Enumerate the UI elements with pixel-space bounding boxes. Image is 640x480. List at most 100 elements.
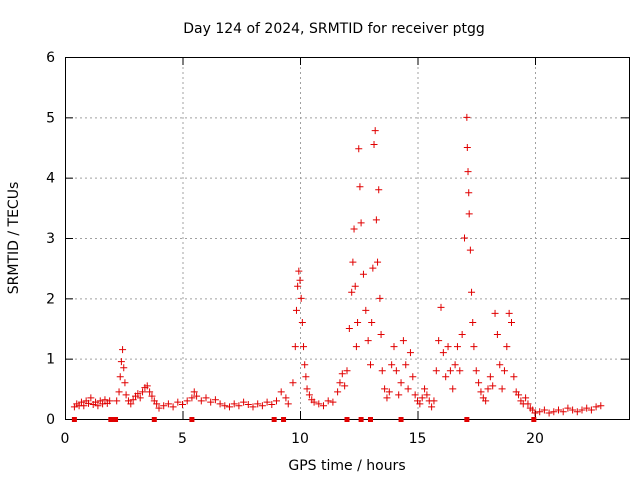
- data-point: [127, 400, 135, 408]
- data-point: [296, 276, 304, 284]
- data-point: [453, 343, 461, 351]
- x-axis-label: GPS time / hours: [288, 458, 405, 474]
- data-point: [134, 390, 142, 398]
- data-point: [352, 343, 360, 351]
- data-point: [550, 408, 558, 416]
- data-point: [345, 325, 353, 332]
- data-point: [374, 258, 382, 266]
- y-tick-label: 5: [46, 110, 55, 126]
- data-point: [121, 379, 129, 387]
- data-point: [207, 398, 215, 406]
- chart-title: Day 124 of 2024, SRMTID for receiver ptg…: [183, 21, 485, 37]
- y-tick-label: 2: [46, 291, 55, 307]
- data-point: [106, 397, 114, 405]
- data-point: [469, 318, 477, 326]
- data-point: [268, 401, 276, 409]
- data-point: [375, 186, 383, 194]
- data-point: [77, 398, 85, 406]
- data-point: [300, 343, 308, 351]
- data-point: [295, 267, 303, 275]
- data-point: [564, 404, 572, 412]
- data-point: [211, 396, 219, 404]
- data-point: [493, 331, 501, 339]
- data-point: [357, 219, 365, 227]
- data-point: [510, 373, 518, 381]
- data-point: [555, 406, 562, 414]
- data-point: [120, 364, 128, 372]
- data-point: [465, 189, 473, 197]
- data-point: [388, 361, 396, 369]
- data-point: [442, 373, 450, 381]
- y-tick-label: 0: [46, 412, 55, 428]
- data-point: [164, 400, 172, 408]
- data-point: [368, 318, 376, 326]
- data-point: [578, 406, 586, 414]
- data-point: [390, 343, 398, 351]
- data-point: [468, 288, 476, 296]
- data-point: [496, 361, 504, 369]
- data-point: [432, 367, 440, 375]
- data-point: [404, 385, 412, 393]
- data-point: [230, 400, 238, 408]
- data-point: [397, 379, 405, 387]
- x-tick-label: 20: [526, 431, 544, 447]
- data-point: [592, 403, 600, 411]
- data-point: [369, 264, 377, 272]
- data-point: [117, 358, 125, 366]
- data-point: [336, 379, 344, 387]
- data-point: [122, 391, 130, 399]
- data-point: [273, 397, 280, 405]
- x-tick-label: 5: [178, 431, 187, 447]
- data-point: [80, 402, 88, 410]
- data-point: [119, 346, 127, 354]
- data-point: [305, 391, 313, 399]
- data-point: [249, 403, 257, 411]
- data-point: [338, 370, 346, 378]
- data-point: [482, 397, 490, 405]
- data-point: [500, 367, 508, 375]
- data-point: [466, 246, 474, 254]
- data-point: [449, 385, 457, 393]
- gap-marker: [108, 417, 114, 422]
- data-point: [456, 367, 464, 375]
- x-tick-label: 10: [291, 431, 309, 447]
- data-point: [343, 367, 351, 375]
- data-point: [303, 385, 311, 393]
- data-point: [298, 318, 306, 326]
- data-point: [515, 391, 523, 399]
- data-point: [583, 404, 591, 412]
- data-point: [587, 406, 595, 414]
- data-point: [329, 398, 337, 406]
- data-point: [421, 385, 429, 393]
- data-point: [458, 331, 466, 339]
- data-point: [376, 294, 384, 302]
- data-point: [85, 399, 92, 407]
- data-point: [160, 402, 168, 410]
- y-tick-label: 1: [46, 352, 55, 368]
- data-point: [139, 388, 147, 396]
- data-point: [406, 349, 414, 357]
- data-point: [320, 402, 327, 410]
- data-point: [536, 408, 544, 416]
- data-point: [524, 400, 532, 408]
- x-tick-label: 15: [409, 431, 427, 447]
- gap-marker: [151, 417, 157, 422]
- data-point: [367, 361, 374, 369]
- gap-marker: [358, 417, 364, 422]
- data-point: [136, 394, 144, 402]
- data-point: [423, 391, 431, 399]
- data-point: [315, 400, 323, 408]
- data-point: [451, 361, 459, 369]
- data-point: [350, 225, 358, 233]
- data-point: [463, 113, 471, 121]
- data-point: [292, 306, 300, 314]
- data-point: [381, 385, 389, 393]
- data-point: [113, 397, 121, 405]
- y-tick-labels: 0 1 2 3 4 5 6: [46, 50, 55, 428]
- data-point: [179, 401, 186, 409]
- data-point: [226, 403, 233, 411]
- data-point: [411, 391, 419, 399]
- data-point: [428, 403, 436, 411]
- data-point: [356, 183, 364, 191]
